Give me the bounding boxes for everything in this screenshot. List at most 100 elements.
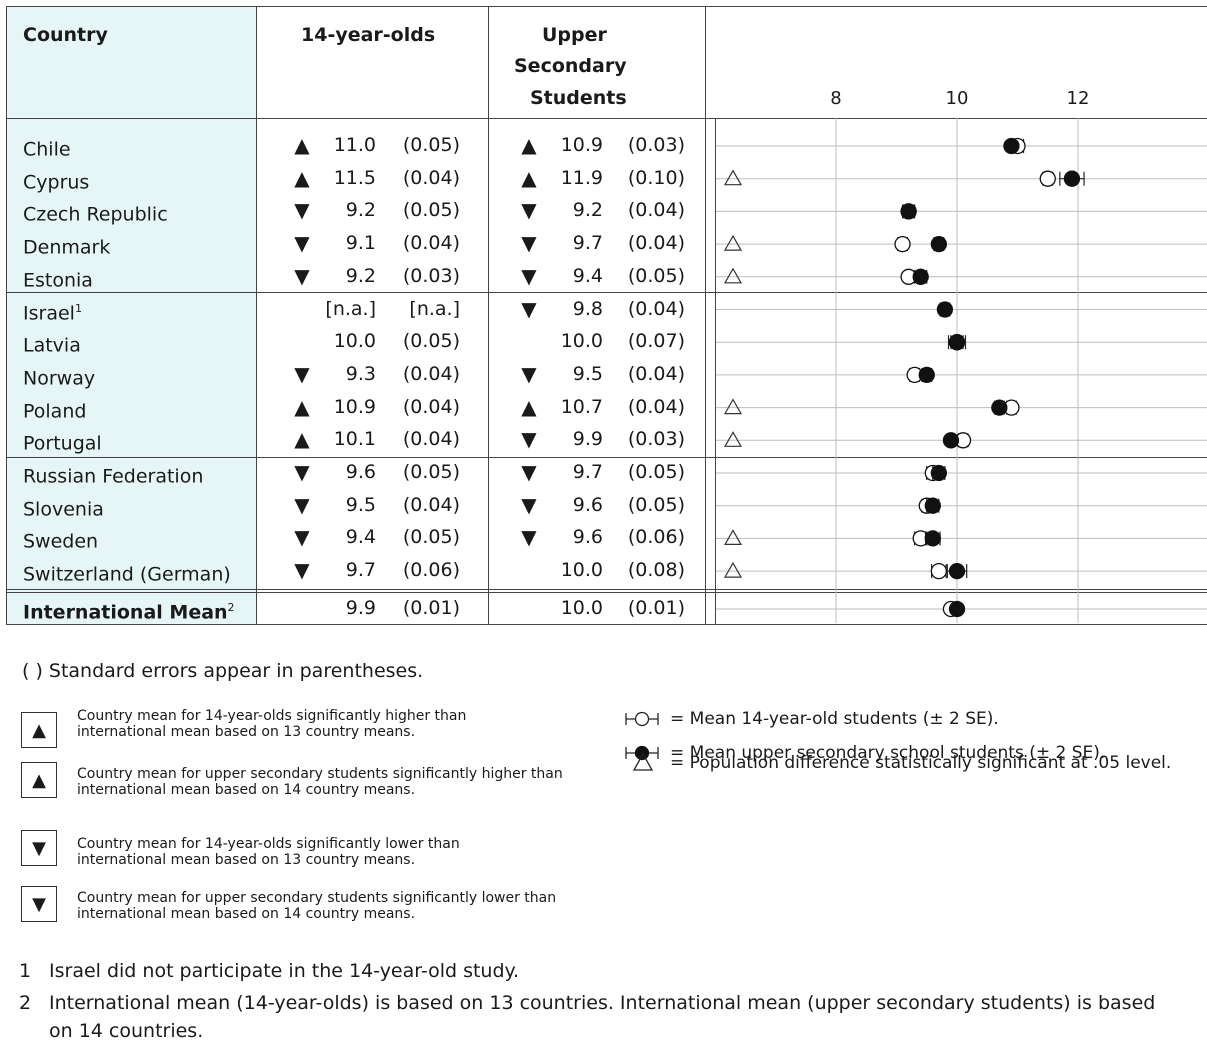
country-name: Portugal [23, 423, 102, 459]
group-divider-1 [7, 292, 1207, 293]
arrow-upper: ▼ [521, 231, 537, 256]
value-14: 9.9 [345, 597, 376, 619]
legend-text-4: Country mean for upper secondary student… [77, 890, 557, 922]
legend-text-3: Country mean for 14-year-olds significan… [77, 836, 460, 868]
arrow-14: ▼ [294, 492, 310, 517]
significance-triangle [723, 169, 743, 186]
mean-upper-point [930, 464, 948, 482]
mean-upper-point [924, 530, 941, 547]
arrow-upper: ▼ [521, 427, 537, 452]
table-frame [6, 6, 1207, 625]
se-upper: (0.03) [627, 134, 685, 156]
value-14: 9.4 [345, 526, 376, 549]
mean-upper-point [936, 301, 954, 318]
value-14: 9.2 [345, 199, 376, 222]
country-label: Czech Republic [23, 203, 168, 226]
value-upper: 9.6 [572, 493, 603, 516]
se-14: (0.05) [402, 461, 460, 483]
significance-triangle [723, 561, 743, 578]
se-14: [n.a.] [409, 297, 460, 320]
se-upper: (0.05) [627, 461, 685, 483]
value-upper: 11.9 [560, 166, 603, 189]
se-14: (0.04) [402, 395, 460, 418]
mean-upper-point [912, 268, 929, 285]
country-label: Chile [23, 138, 71, 161]
value-14: 10.9 [333, 395, 376, 418]
group-divider-2 [7, 457, 1207, 458]
se-upper: (0.05) [627, 264, 685, 287]
se-upper: (0.06) [627, 526, 685, 549]
country-name: Estonia [23, 260, 93, 296]
country-label: International Mean [23, 601, 228, 624]
country-label: Sweden [23, 530, 99, 553]
value-upper: 9.7 [572, 461, 603, 483]
legend-box-2: ▲ [21, 762, 57, 798]
legend-open-circle-text: = Mean 14-year-old students (± 2 SE). [670, 709, 999, 729]
col-separator-3 [705, 7, 706, 624]
value-upper: 9.7 [572, 232, 603, 255]
value-upper: 10.0 [560, 330, 603, 353]
se-upper: (0.05) [627, 493, 685, 516]
country-name: Cyprus [23, 162, 89, 198]
arrow-14: ▼ [294, 558, 310, 583]
se-14: (0.04) [402, 166, 460, 189]
arrow-upper: ▲ [521, 133, 537, 157]
country-label: Poland [23, 399, 87, 422]
mean-upper-point [1003, 137, 1020, 155]
header-upper-3: Students [530, 87, 627, 109]
col-separator-2 [488, 7, 489, 624]
header-upper-1: Upper [542, 24, 607, 46]
legend-box-4: ▼ [21, 886, 57, 922]
footnote-2-number: 2 [19, 992, 32, 1014]
value-14: 11.0 [333, 134, 376, 156]
country-label: Portugal [23, 432, 102, 455]
header-divider [7, 118, 1207, 119]
se-14: (0.05) [402, 199, 460, 222]
arrow-14: ▼ [294, 460, 310, 484]
value-14: 9.3 [345, 362, 376, 385]
arrow-upper: ▼ [521, 263, 537, 288]
header-14-year-olds: 14-year-olds [301, 24, 436, 46]
se-upper: (0.04) [627, 362, 685, 385]
arrow-14: ▼ [294, 263, 310, 288]
arrow-14: ▼ [294, 198, 310, 223]
arrow-14: ▲ [294, 394, 310, 419]
mean-upper-point [948, 600, 966, 618]
value-upper: 10.0 [560, 597, 603, 619]
axis-tick-label: 8 [830, 88, 842, 109]
mean-14-point [1039, 170, 1056, 187]
mean-upper-point [930, 235, 948, 253]
mean-upper-point [918, 366, 935, 384]
se-14: (0.05) [402, 330, 460, 353]
se-14: (0.01) [402, 597, 460, 619]
se-14: (0.04) [402, 232, 460, 255]
mean-upper-point [924, 497, 941, 514]
value-upper: 9.2 [572, 199, 603, 222]
country-name: Sweden [23, 521, 98, 557]
arrow-upper: ▼ [521, 198, 537, 223]
country-name: International Mean2 [23, 592, 235, 628]
mean-divider-top [7, 589, 1207, 590]
value-upper: 9.4 [572, 264, 603, 287]
se-14: (0.04) [402, 493, 460, 516]
arrow-upper: ▲ [521, 165, 537, 190]
arrow-upper: ▼ [521, 525, 537, 550]
value-14: 9.6 [345, 461, 376, 483]
country-label: Denmark [23, 236, 111, 259]
significance-triangle [723, 431, 743, 447]
footnote-1-number: 1 [19, 960, 32, 982]
mean-14-point [894, 235, 911, 253]
dot-plot [716, 118, 1207, 623]
footnote-2b: on 14 countries. [49, 1020, 204, 1042]
arrow-upper: ▲ [521, 394, 537, 419]
country-name: Switzerland (German) [23, 554, 231, 590]
se-14: (0.03) [402, 264, 460, 287]
arrow-upper: ▼ [521, 460, 537, 484]
mean-upper-point [991, 399, 1008, 416]
country-name: Latvia [23, 325, 81, 361]
mean-14-point [930, 562, 948, 580]
up-arrow-icon: ▲ [32, 719, 46, 741]
significance-triangle [723, 398, 743, 415]
se-14: (0.04) [402, 362, 460, 385]
axis-tick-label: 12 [1066, 88, 1090, 109]
